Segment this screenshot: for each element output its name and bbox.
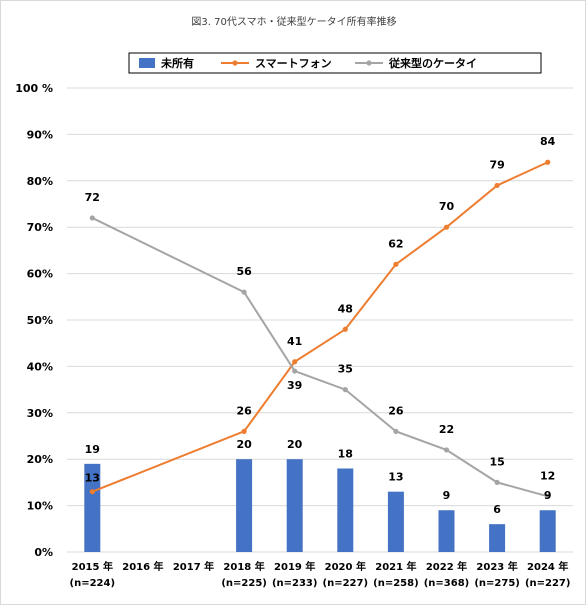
legend-label: スマートフォン — [255, 57, 332, 70]
legend: 未所有 スマートフォン 従来型のケータイ — [128, 52, 542, 74]
chart-title: 図3. 70代スマホ・従来型ケータイ所有率推移 — [191, 15, 396, 28]
data-point — [545, 159, 551, 165]
legend-box — [128, 52, 542, 74]
line-value-label: 62 — [388, 237, 403, 250]
bar-2023年 — [489, 524, 506, 552]
y-tick-label: 60% — [27, 268, 53, 281]
data-point — [89, 489, 95, 495]
bar-2018年 — [236, 459, 253, 552]
legend-item: 未所有 — [139, 56, 194, 70]
legend-label: 未所有 — [160, 56, 194, 70]
x-tick-label: 2020 年 — [325, 560, 366, 573]
line-value-label: 26 — [388, 404, 404, 417]
x-tick-sample-size: (n=368) — [424, 578, 470, 589]
x-tick-label: 2019 年 — [274, 560, 315, 573]
y-tick-label: 80% — [27, 175, 53, 188]
y-tick-label: 70% — [27, 221, 53, 234]
y-tick-label: 0% — [34, 546, 53, 559]
bar-value-label: 19 — [85, 443, 100, 456]
bar-value-label: 9 — [443, 489, 451, 502]
x-tick-sample-size: (n=258) — [373, 578, 419, 589]
gridlines — [67, 87, 573, 553]
x-tick-label: 2021 年 — [375, 560, 416, 573]
y-tick-label: 40% — [27, 360, 53, 373]
data-point — [494, 182, 500, 189]
y-tick-label: 100 % — [15, 82, 53, 95]
x-axis: 2015 年 (n=224) 2016 年 2017 年 2018 年 (n=225) 20… — [70, 560, 571, 589]
legend-marker — [232, 60, 238, 66]
x-tick-sample-size: (n=233) — [272, 578, 318, 589]
x-tick-label: 2022 年 — [426, 560, 467, 573]
x-tick-label: 2024 年 — [527, 560, 568, 573]
bar-2015年 — [84, 463, 101, 552]
legend-marker — [366, 60, 372, 66]
data-point — [443, 224, 450, 230]
line-value-label: 22 — [439, 423, 454, 436]
bar-2021年 — [387, 491, 404, 552]
line-series — [89, 159, 551, 499]
bar-value-label: 6 — [493, 503, 501, 516]
x-tick-label: 2018 年 — [223, 560, 264, 573]
legend-item: 従来型のケータイ — [355, 56, 477, 70]
data-point — [494, 479, 500, 485]
line-value-label: 41 — [287, 335, 302, 348]
bar-series — [84, 459, 556, 552]
bar-value-label: 20 — [236, 438, 252, 451]
line-value-label: 26 — [236, 404, 252, 417]
data-point — [393, 428, 399, 434]
data-point — [241, 289, 247, 295]
line-value-label: 70 — [439, 200, 455, 213]
y-axis: 0% 10% 20% 30% 40% 50% 60% 70% 80% 90% 100 % — [15, 82, 53, 559]
x-tick-sample-size: (n=275) — [474, 578, 520, 589]
line-value-label: 12 — [540, 469, 555, 482]
y-tick-label: 20% — [27, 453, 53, 466]
bar-value-label: 13 — [388, 471, 403, 484]
legend-label: 従来型のケータイ — [388, 56, 477, 70]
bar-value-label: 18 — [338, 447, 353, 460]
data-point — [241, 428, 247, 434]
bar-value-label: 9 — [544, 489, 552, 502]
data-point — [393, 261, 399, 267]
x-tick-sample-size: (n=227) — [323, 578, 369, 589]
y-tick-label: 50% — [27, 314, 53, 327]
y-tick-label: 30% — [27, 407, 53, 420]
data-point — [292, 368, 298, 374]
y-tick-label: 10% — [27, 500, 53, 513]
data-point — [342, 387, 348, 393]
data-labels: 19 20 20 18 13 9 6 9 13 26 41 48 62 70 79 84 72 56 39 35 26 2… — [85, 135, 556, 516]
bar-value-label: 20 — [287, 438, 303, 451]
line-value-label: 35 — [338, 363, 353, 376]
series-line-1 — [91, 161, 549, 493]
bar-2019年 — [286, 459, 303, 552]
line-value-label: 72 — [85, 191, 100, 204]
data-point — [292, 359, 298, 365]
line-value-label: 56 — [236, 265, 252, 278]
bar-2022年 — [438, 510, 455, 552]
line-value-label: 48 — [338, 302, 353, 315]
data-point — [545, 493, 551, 499]
legend-item: スマートフォン — [221, 57, 332, 70]
x-tick-label: 2017 年 — [173, 560, 214, 573]
x-tick-sample-size: (n=227) — [525, 578, 571, 589]
series-line-2 — [91, 217, 548, 498]
line-value-label: 39 — [287, 379, 302, 392]
bar-2024年 — [539, 510, 556, 552]
line-value-label: 13 — [85, 472, 100, 485]
data-point — [89, 215, 95, 221]
x-tick-label: 2023 年 — [476, 560, 517, 573]
legend-swatch — [139, 58, 155, 68]
data-point — [342, 326, 348, 332]
data-point — [443, 447, 450, 453]
x-tick-label: 2016 年 — [122, 560, 163, 573]
line-value-label: 84 — [540, 135, 556, 148]
bar-2020年 — [337, 468, 354, 552]
line-value-label: 79 — [489, 158, 504, 171]
x-tick-sample-size: (n=224) — [70, 578, 116, 589]
x-tick-label: 2015 年 — [72, 560, 113, 573]
y-tick-label: 90% — [27, 128, 53, 141]
x-tick-sample-size: (n=225) — [221, 578, 267, 589]
line-value-label: 15 — [489, 455, 504, 468]
